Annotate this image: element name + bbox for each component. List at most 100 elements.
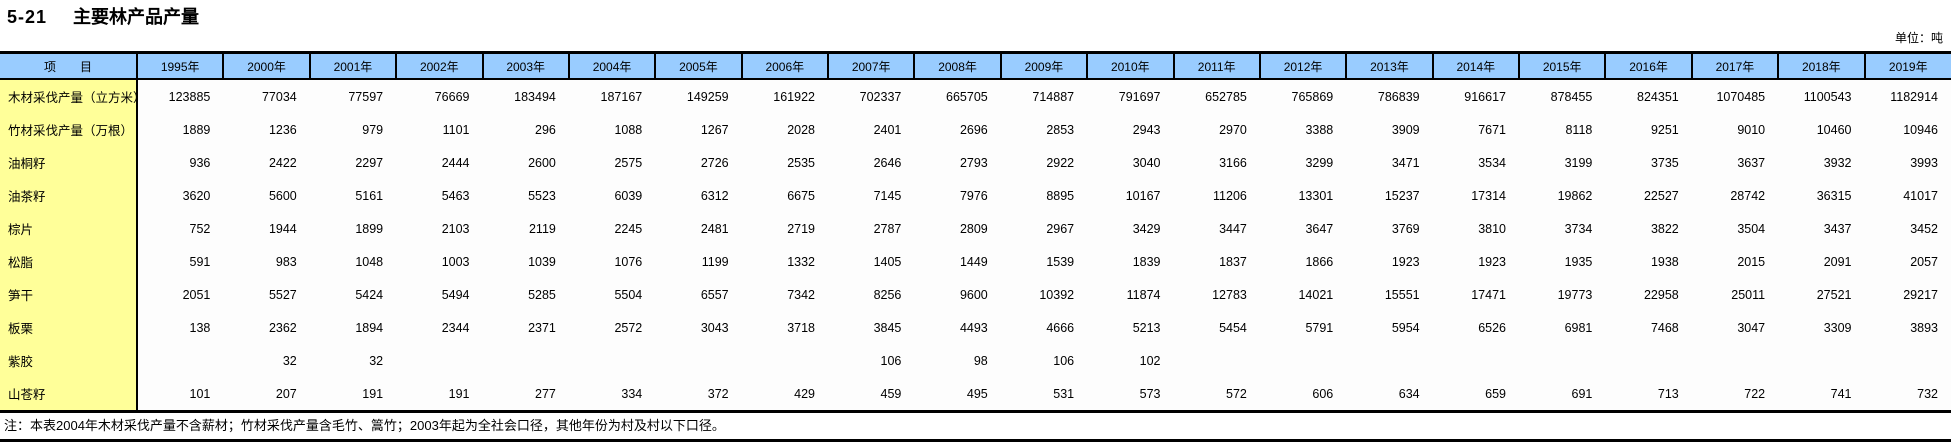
table-cell: 161922 [773, 89, 815, 104]
table-cell: 3993 [1910, 155, 1938, 170]
table-cell: 3309 [1823, 320, 1852, 335]
table-cell: 2028 [787, 122, 815, 137]
table-cell: 1539 [1046, 254, 1075, 269]
table-cell: 7145 [873, 188, 902, 203]
table-cell: 3452 [1910, 221, 1938, 236]
column-header-year: 2007年 [826, 52, 915, 80]
table-cell: 1088 [614, 122, 643, 137]
table-cell: 15551 [1384, 287, 1420, 302]
table-cell: 17314 [1471, 188, 1506, 203]
column-header-year: 2006年 [740, 52, 828, 80]
table-cell: 22527 [1643, 188, 1679, 203]
table-cell [569, 344, 655, 377]
table-cell: 1839 [1132, 254, 1161, 269]
table-cell: 691 [1571, 386, 1593, 401]
table-cell: 76669 [434, 89, 470, 104]
table-cell: 3932 [1823, 155, 1852, 170]
row-label: 松脂 [0, 245, 138, 278]
table-cell: 2444 [441, 155, 470, 170]
table-cell [1260, 344, 1346, 377]
table-cell: 11206 [1213, 188, 1247, 203]
table-cell: 1944 [268, 221, 297, 236]
table-row: 紫胶 32 32 106 98 106 102 [0, 344, 1951, 377]
column-header-year: 2018年 [1777, 52, 1865, 80]
table-cell: 5504 [614, 287, 643, 302]
table-cell: 1048 [355, 254, 384, 269]
table-cell: 106 [1053, 353, 1075, 368]
column-header-year: 2011年 [1172, 52, 1260, 80]
table-cell: 6675 [787, 188, 815, 203]
table-cell: 2809 [959, 221, 988, 236]
table-cell: 191 [362, 386, 384, 401]
table-row: 松脂 591 983 1048 1003 1039 1076 1199 1332 1405 1449… [0, 245, 1951, 278]
table-number: 5-21 [7, 7, 48, 27]
table-cell: 1267 [700, 122, 729, 137]
column-header-year: 2003年 [481, 52, 569, 80]
table-cell: 2970 [1219, 122, 1247, 137]
table-cell: 25011 [1731, 287, 1766, 302]
table-cell: 101 [189, 386, 211, 401]
table-cell: 5494 [441, 287, 470, 302]
table-cell: 2362 [268, 320, 297, 335]
table-cell: 138 [189, 320, 211, 335]
table-cell: 3040 [1132, 155, 1161, 170]
row-label: 板栗 [0, 311, 138, 344]
forest-products-table: 项 目 1995年 2000年 2001年 2002年 2003年 2004年 2005年 20… [0, 51, 1951, 413]
table-cell: 2057 [1910, 254, 1938, 269]
unit-label: 单位：吨 [1894, 31, 1943, 45]
table-cell: 7342 [787, 287, 815, 302]
table-cell: 1236 [268, 122, 297, 137]
table-cell: 531 [1053, 386, 1075, 401]
table-cell: 8895 [1046, 188, 1075, 203]
table-cell: 1923 [1391, 254, 1420, 269]
table-cell: 1923 [1478, 254, 1506, 269]
table-cell: 2853 [1046, 122, 1075, 137]
table-cell: 722 [1744, 386, 1766, 401]
table-cell: 5424 [355, 287, 384, 302]
table-cell [655, 344, 741, 377]
header-row: 项 目 1995年 2000年 2001年 2002年 2003年 2004年 2005年 20… [0, 52, 1951, 80]
table-cell: 573 [1139, 386, 1161, 401]
table-cell: 665705 [946, 89, 988, 104]
table-cell: 102 [1139, 353, 1161, 368]
table-row: 木材采伐产量（立方米） 123885 77034 77597 76669 183494 18… [0, 79, 1951, 113]
table-cell: 7976 [959, 188, 988, 203]
table-cell: 9251 [1650, 122, 1679, 137]
column-header-year: 2000年 [222, 52, 310, 80]
table-cell [483, 344, 569, 377]
table-cell: 13301 [1298, 188, 1334, 203]
table-cell: 187167 [600, 89, 643, 104]
table-cell: 1889 [182, 122, 211, 137]
table-cell: 2535 [787, 155, 815, 170]
table-cell: 2245 [614, 221, 643, 236]
table-cell: 634 [1398, 386, 1420, 401]
table-cell: 149259 [686, 89, 729, 104]
table-cell [742, 344, 828, 377]
table-cell: 5954 [1391, 320, 1420, 335]
table-cell: 19862 [1557, 188, 1593, 203]
table-cell [1433, 344, 1519, 377]
table-cell: 15237 [1384, 188, 1420, 203]
table-cell: 3845 [873, 320, 902, 335]
table-cell: 29217 [1903, 287, 1938, 302]
column-header-year: 2005年 [654, 52, 742, 80]
table-cell: 1199 [701, 254, 729, 269]
table-cell: 713 [1657, 386, 1679, 401]
table-cell: 2344 [441, 320, 470, 335]
table-cell: 2422 [268, 155, 297, 170]
table-cell: 3471 [1391, 155, 1420, 170]
table-cell: 98 [973, 353, 988, 368]
table-cell: 19773 [1557, 287, 1593, 302]
table-cell: 2787 [873, 221, 902, 236]
table-cell: 3388 [1305, 122, 1334, 137]
table-cell: 591 [189, 254, 211, 269]
table-cell: 2793 [959, 155, 988, 170]
table-cell: 5791 [1305, 320, 1334, 335]
table-cell: 429 [794, 386, 815, 401]
table-cell: 106 [880, 353, 902, 368]
row-label: 油桐籽 [0, 146, 138, 179]
column-header-year: 1995年 [135, 52, 224, 80]
table-cell: 3637 [1737, 155, 1766, 170]
table-cell: 1101 [442, 122, 470, 137]
table-cell: 765869 [1291, 89, 1334, 104]
